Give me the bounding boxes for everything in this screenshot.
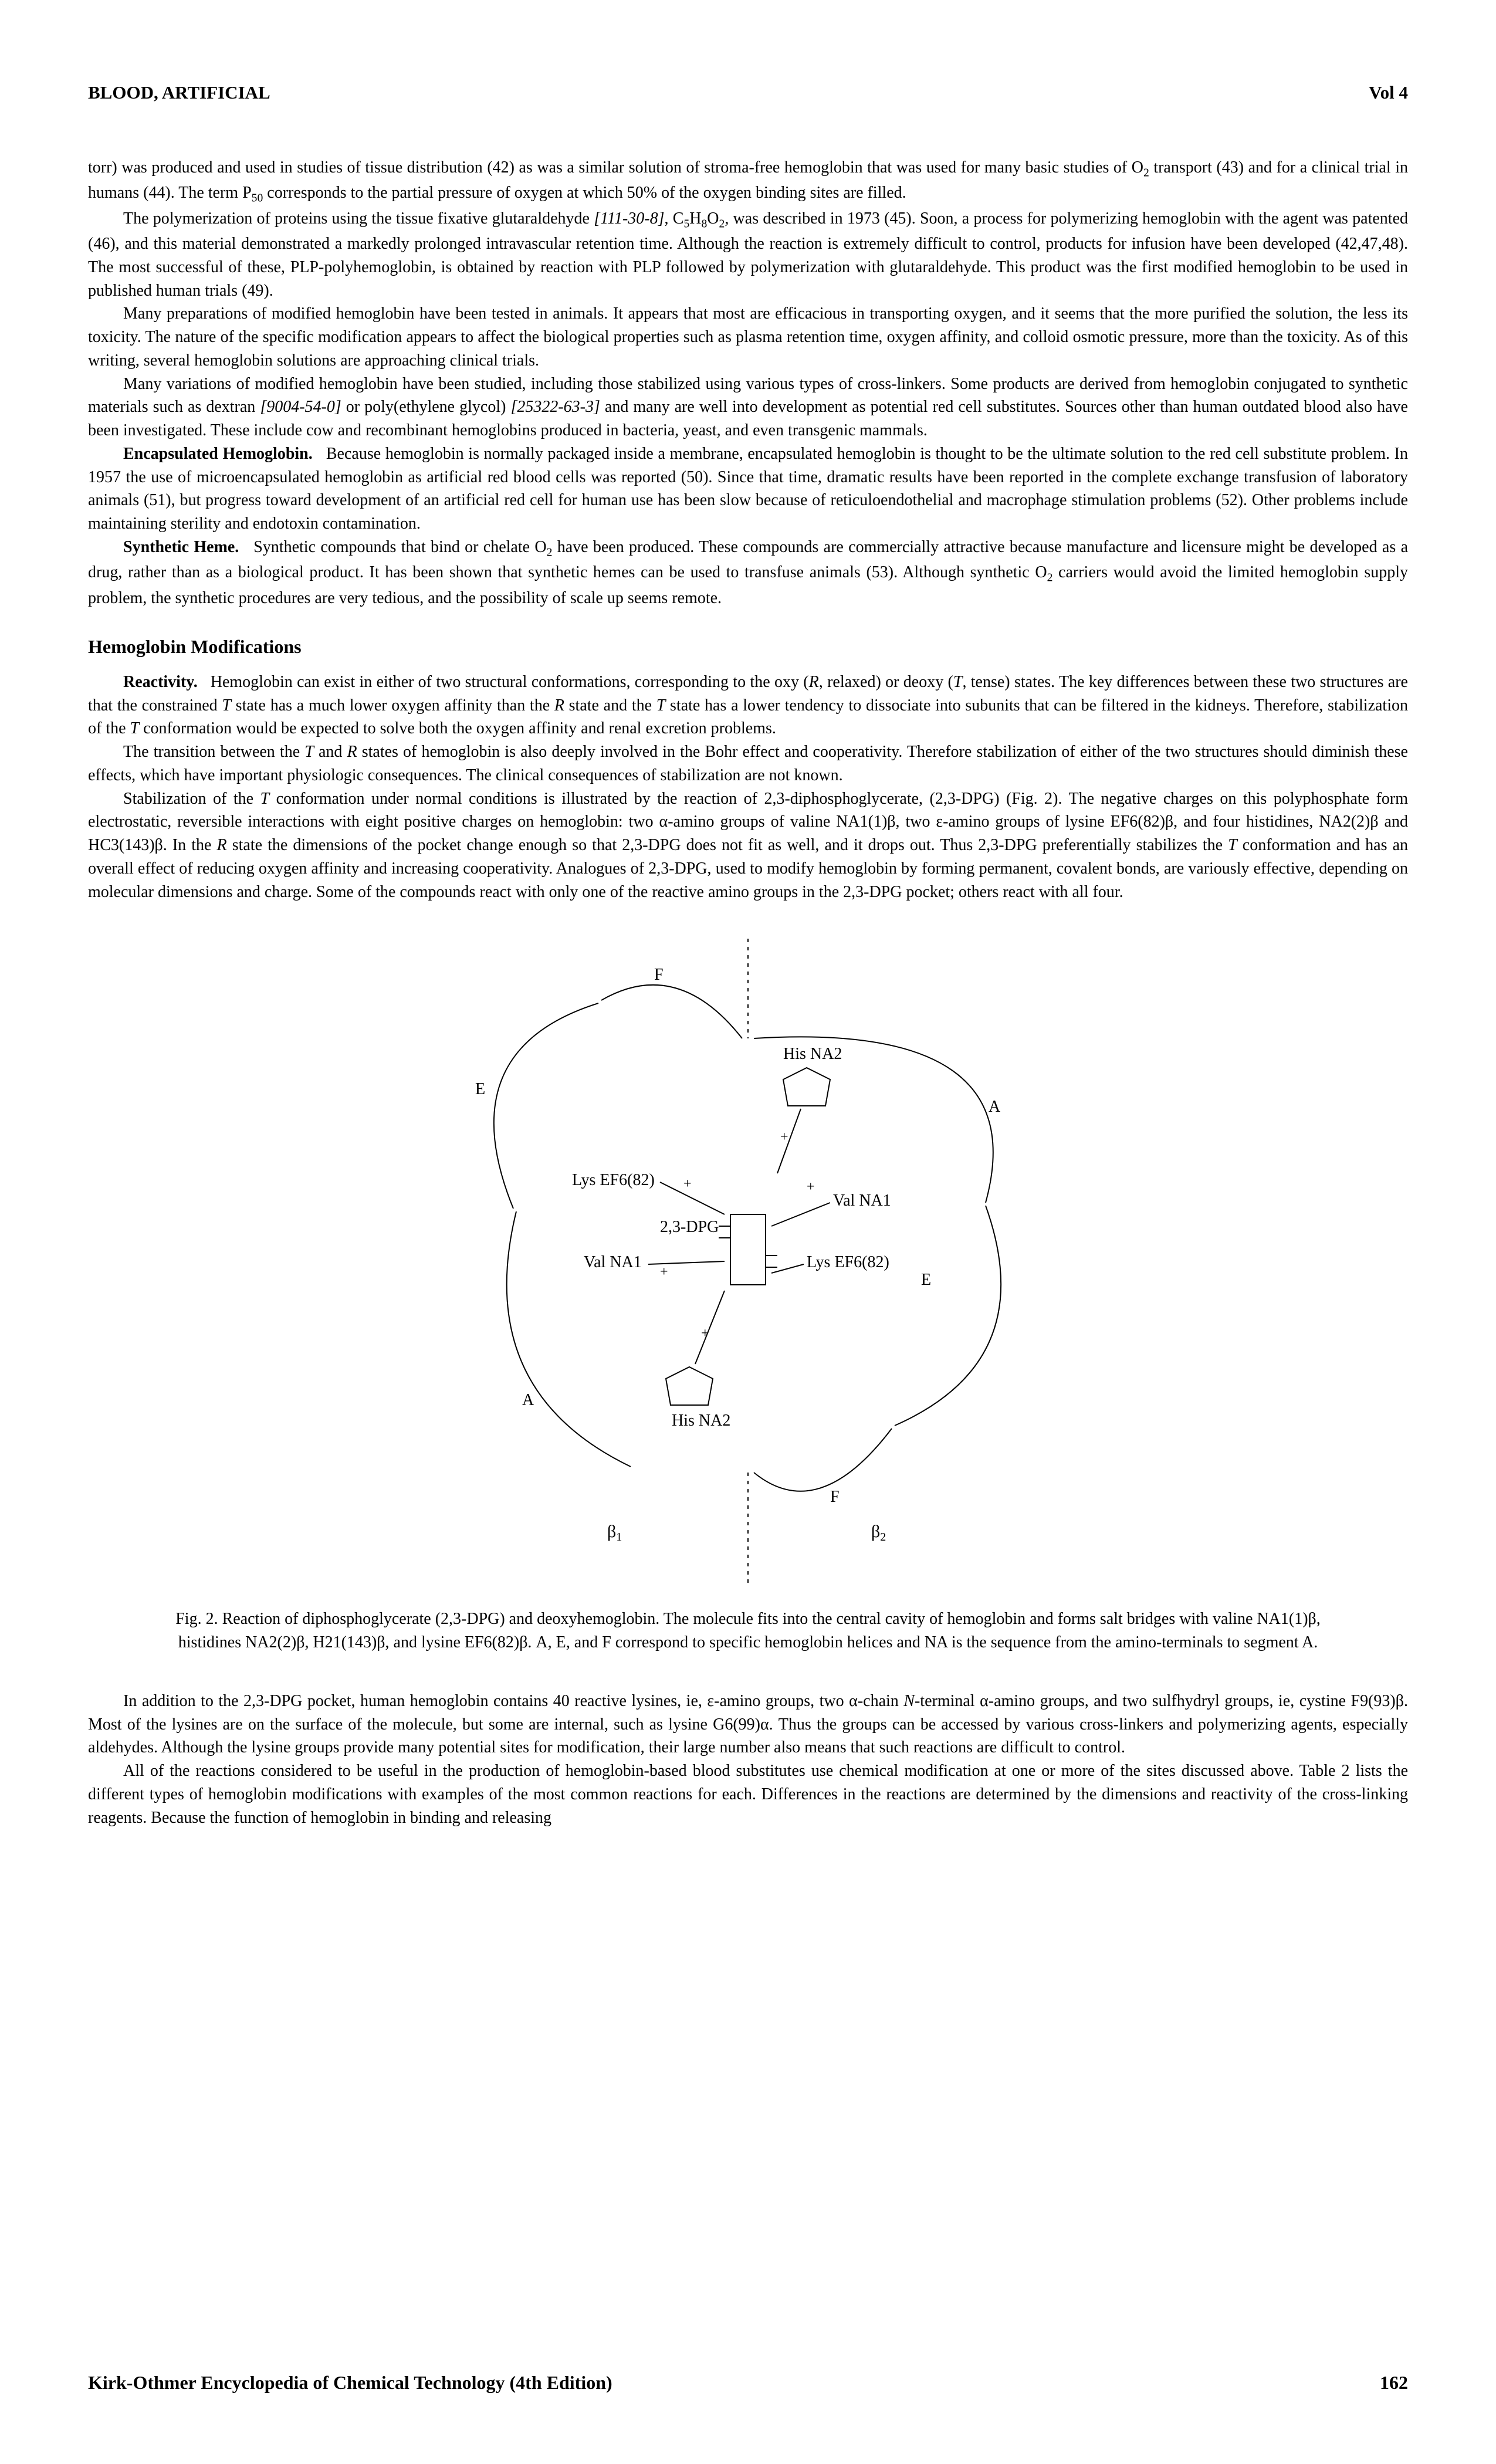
label-F-top: F [654,966,664,984]
label-val-left: Val NA1 [584,1253,642,1271]
paragraph-9: Stabilization of the T conformation unde… [88,787,1408,904]
label-val-right: Val NA1 [833,1192,891,1210]
svg-text:+: + [780,1129,788,1145]
label-his-top: His NA2 [783,1045,842,1063]
svg-text:+: + [660,1264,668,1280]
dpg-box [730,1214,766,1285]
his-pentagon-bot [666,1367,713,1405]
runin-synthetic: Synthetic Heme. [123,538,239,556]
paragraph-encapsulated: Encapsulated Hemoglobin. Because hemoglo… [88,442,1408,536]
arc-E-right [895,1206,1001,1426]
figure-2: F E A A E F [88,939,1408,1584]
label-A-left: A [522,1391,534,1409]
paragraph-reactivity: Reactivity. Hemoglobin can exist in eith… [88,671,1408,740]
label-dpg: 2,3-DPG [660,1218,719,1236]
label-lys-right: Lys EF6(82) [807,1253,889,1271]
header-title: BLOOD, ARTIFICIAL [88,82,270,103]
page-footer: Kirk-Othmer Encyclopedia of Chemical Tec… [88,2372,1408,2394]
paragraph-synthetic: Synthetic Heme. Synthetic compounds that… [88,536,1408,610]
svg-text:+: + [807,1179,815,1194]
label-beta1: β1 [607,1522,622,1544]
figure-2-caption: Fig. 2. Reaction of diphosphoglycerate (… [158,1607,1338,1654]
paragraph-8: The transition between the T and R state… [88,740,1408,787]
paragraph-4: Many variations of modified hemoglobin h… [88,373,1408,442]
paragraph-1: torr) was produced and used in studies o… [88,156,1408,207]
svg-text:+: + [683,1176,692,1192]
page: BLOOD, ARTIFICIAL Vol 4 torr) was produc… [0,0,1496,2464]
svg-text:+: + [701,1326,709,1341]
paragraph-3: Many preparations of modified hemoglobin… [88,302,1408,372]
label-lys-left: Lys EF6(82) [572,1171,655,1189]
paragraph-10: In addition to the 2,3-DPG pocket, human… [88,1690,1408,1759]
label-E-left: E [475,1080,485,1098]
section-heading-modifications: Hemoglobin Modifications [88,634,1408,660]
label-E-right: E [921,1271,931,1289]
footer-title: Kirk-Othmer Encyclopedia of Chemical Tec… [88,2372,612,2394]
label-F-bot: F [830,1488,840,1506]
runin-encapsulated: Encapsulated Hemoglobin. [123,445,313,463]
his-pentagon-top [783,1068,830,1106]
label-A-right: A [989,1098,1001,1116]
runin-reactivity: Reactivity. [123,673,198,691]
label-his-bot: His NA2 [672,1412,730,1430]
figure-2-svg: F E A A E F [396,939,1100,1584]
content: torr) was produced and used in studies o… [88,156,1408,1829]
header-volume: Vol 4 [1369,82,1408,103]
arc-F-left [601,985,742,1038]
arc-F-right [754,1429,892,1491]
paragraph-11: All of the reactions considered to be us… [88,1759,1408,1829]
label-beta2: β2 [871,1522,886,1544]
paragraph-2: The polymerization of proteins using the… [88,207,1408,303]
footer-page: 162 [1380,2372,1408,2394]
page-header: BLOOD, ARTIFICIAL Vol 4 [88,82,1408,103]
arc-A-left [507,1211,631,1467]
